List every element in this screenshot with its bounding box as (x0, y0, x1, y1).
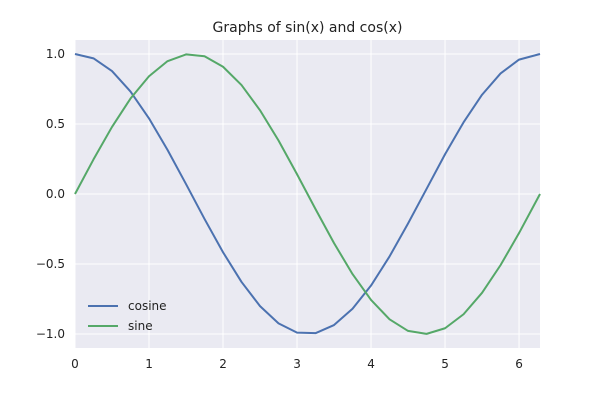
y-tick-label: 1.0 (46, 47, 65, 61)
y-tick-label: −1.0 (36, 327, 65, 341)
x-tick-label: 5 (441, 357, 449, 371)
series-line-cosine (74, 53, 541, 335)
legend-label-sine: sine (128, 319, 153, 333)
y-axis: 1.0 0.5 0.0 −0.5 −1.0 (36, 47, 65, 341)
x-tick-label: 3 (293, 357, 301, 371)
x-tick-label: 2 (219, 357, 227, 371)
x-tick-label: 0 (71, 357, 79, 371)
legend-items: cosine sine (88, 299, 167, 333)
y-tick-label: −0.5 (36, 257, 65, 271)
x-axis: 0 1 2 3 4 5 6 (71, 357, 523, 371)
chart-title: Graphs of sin(x) and cos(x) (213, 20, 403, 36)
legend: cosine sine (88, 299, 167, 333)
x-tick-label: 6 (515, 357, 523, 371)
legend-label-cosine: cosine (128, 299, 167, 313)
x-tick-label: 1 (145, 357, 153, 371)
series-line-sine (74, 53, 541, 335)
series-layer (74, 53, 541, 335)
y-tick-label: 0.0 (46, 187, 65, 201)
y-tick-label: 0.5 (46, 117, 65, 131)
x-tick-label: 4 (367, 357, 375, 371)
